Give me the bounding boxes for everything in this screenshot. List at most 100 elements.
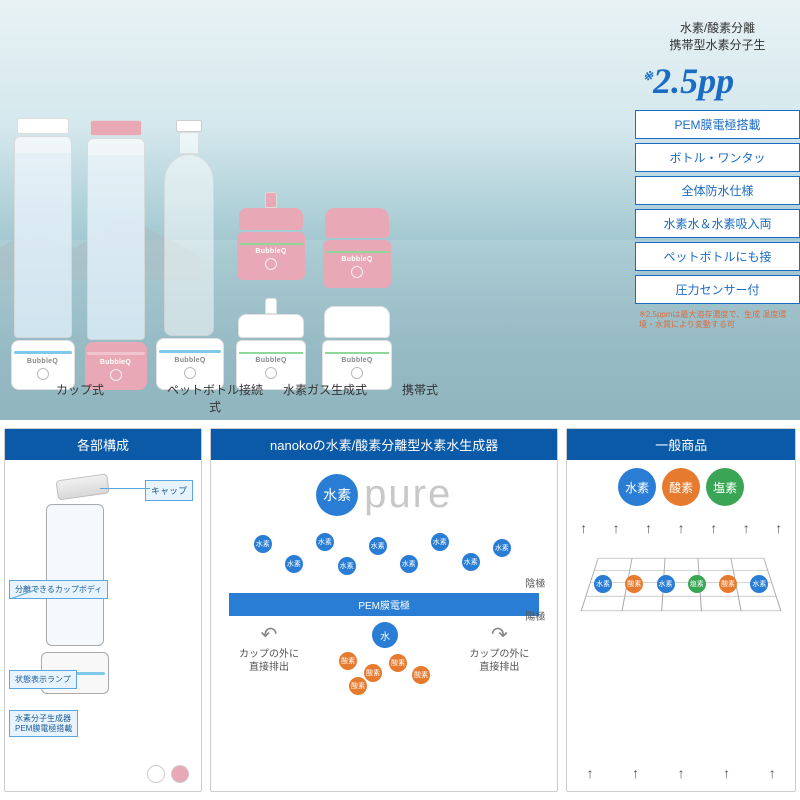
pem-bar: PEM膜電極 — [229, 593, 539, 616]
down-arrows: ↑ ↑ ↑ ↑ ↑ — [567, 765, 795, 781]
spec-value: ※2.5pp — [635, 60, 800, 102]
arrow-up-icon: ↑ — [678, 520, 685, 536]
spec-title: 水素/酸素分離 携帯型水素分子生 — [635, 20, 800, 54]
discharge-text: カップの外に 直接排出 — [469, 649, 529, 673]
arrow-up-icon: ↑ — [632, 765, 639, 781]
callout-lamp: 状態表示ランプ — [9, 670, 77, 689]
unit-nozzle — [265, 298, 277, 314]
molecule-h: 水素 — [594, 575, 612, 593]
label-portable: 携帯式 — [385, 381, 455, 415]
bottle-cap — [17, 118, 69, 134]
molecule-h: 水素 — [369, 537, 387, 555]
brand-label: BubbleQ — [341, 256, 372, 263]
panel-nanoko: nanokoの水素/酸素分離型水素水生成器 水素 pure 水素 水素 水素 水… — [210, 428, 558, 792]
molecule-o: 酸素 — [349, 677, 367, 695]
spec-footnote: ※2.5ppmは最大溶存濃度で、生成 温度環境・水質により変動する可 — [635, 310, 800, 331]
arrow-up-icon: ↑ — [723, 765, 730, 781]
molecule-o: 酸素 — [339, 652, 357, 670]
molecules-bottom: 水 酸素 酸素 酸素 酸素 酸素 — [334, 622, 434, 692]
lower-panels: 各部構成 キャップ 分離できるカップボディ 状態表示ランプ 水素分子生成器 PE… — [0, 420, 800, 800]
arrow-up-icon: ↑ — [743, 520, 750, 536]
callout-generator: 水素分子生成器 PEM膜電極搭載 — [9, 710, 78, 737]
brand-label: BubbleQ — [255, 357, 286, 364]
color-swatches — [147, 765, 189, 783]
cathode-label: 陰極 — [525, 575, 545, 590]
badge-chlorine: 塩素 — [706, 468, 744, 506]
panel-general: 一般商品 水素 酸素 塩素 ↑ ↑ ↑ ↑ ↑ ↑ ↑ — [566, 428, 796, 792]
anode-label: 陽極 — [525, 608, 545, 623]
bottle-cap — [90, 120, 142, 136]
grid-molecules: 水素 酸素 水素 塩素 酸素 水素 — [587, 575, 775, 593]
panel-header: 一般商品 — [567, 429, 795, 460]
panel-header: nanokoの水素/酸素分離型水素水生成器 — [211, 429, 557, 460]
product-cup-white: BubbleQ — [10, 118, 75, 390]
panel-body: 水素 pure 水素 水素 水素 水素 水素 水素 水素 水素 水素 陰極 PE… — [211, 460, 557, 791]
spec-feature: 水素水＆水素吸入両 — [635, 209, 800, 238]
unit-top — [325, 208, 389, 238]
spec-panel: 水素/酸素分離 携帯型水素分子生 ※2.5pp PEM膜電極搭載 ボトル・ワンタ… — [635, 20, 800, 330]
molecule-h: 水素 — [657, 575, 675, 593]
brand-label: BubbleQ — [255, 248, 286, 255]
discharge-text: カップの外に 直接排出 — [239, 649, 299, 673]
badge-oxygen: 酸素 — [662, 468, 700, 506]
arrow-up-icon: ↑ — [645, 520, 652, 536]
badge-hydrogen: 水素 — [618, 468, 656, 506]
panel-parts: 各部構成 キャップ 分離できるカップボディ 状態表示ランプ 水素分子生成器 PE… — [4, 428, 202, 792]
panel-header: 各部構成 — [5, 429, 201, 460]
product-type-labels: カップ式 ペットボトル接続式 水素ガス生成式 携帯式 — [10, 371, 455, 415]
bottle-body — [87, 138, 145, 340]
spec-feature-list: PEM膜電極搭載 ボトル・ワンタッ 全体防水仕様 水素水＆水素吸入両 ペットボト… — [635, 110, 800, 304]
unit-top — [238, 314, 304, 338]
unit-top — [324, 306, 390, 338]
pet-cap — [176, 120, 202, 132]
spec-feature: 圧力センサー付 — [635, 275, 800, 304]
pure-title: 水素 pure — [219, 472, 549, 517]
molecule-cl: 塩素 — [688, 575, 706, 593]
gas-units: BubbleQ BubbleQ — [235, 192, 307, 390]
callout-cap: キャップ — [145, 480, 193, 501]
badge-hydrogen: 水素 — [316, 474, 358, 516]
molecule-h: 水素 — [400, 555, 418, 573]
molecule-h: 水素 — [493, 539, 511, 557]
molecule-o: 酸素 — [719, 575, 737, 593]
product-cup-pink: BubbleQ — [83, 120, 148, 390]
molecule-h: 水素 — [431, 533, 449, 551]
product-gas-pink: BubbleQ — [235, 192, 307, 280]
pet-neck — [179, 132, 199, 154]
spec-feature: PEM膜電極搭載 — [635, 110, 800, 139]
panel-body: 水素 酸素 塩素 ↑ ↑ ↑ ↑ ↑ ↑ ↑ — [567, 460, 795, 791]
arrow-up-icon: ↑ — [580, 520, 587, 536]
molecule-h: 水素 — [750, 575, 768, 593]
up-arrows: ↑ ↑ ↑ ↑ ↑ ↑ ↑ — [567, 520, 795, 536]
molecule-o: 酸素 — [412, 666, 430, 684]
label-pet: ペットボトル接続式 — [165, 381, 265, 415]
hero-section: BubbleQ BubbleQ BubbleQ — [0, 0, 800, 420]
molecule-h: 水素 — [462, 553, 480, 571]
molecule-h: 水素 — [254, 535, 272, 553]
brand-label: BubbleQ — [341, 357, 372, 364]
portable-units: BubbleQ BubbleQ — [321, 208, 393, 390]
swatch-white — [147, 765, 165, 783]
spec-feature: 全体防水仕様 — [635, 176, 800, 205]
callout-line — [100, 488, 150, 489]
product-portable-pink: BubbleQ — [321, 208, 393, 288]
molecule-h: 水素 — [338, 557, 356, 575]
panel-body: キャップ 分離できるカップボディ 状態表示ランプ 水素分子生成器 PEM膜電極搭… — [5, 460, 201, 791]
brand-label: BubbleQ — [100, 359, 131, 366]
arrow-up-icon: ↑ — [587, 765, 594, 781]
arrow-up-icon: ↑ — [769, 765, 776, 781]
molecule-h: 水素 — [285, 555, 303, 573]
diagram-cap — [56, 473, 110, 500]
label-cup: カップ式 — [10, 381, 150, 415]
arrow-icon: ↷ — [491, 624, 508, 646]
diagram-body — [46, 504, 104, 646]
pet-body — [164, 154, 214, 336]
discharge-right: ↷ カップの外に 直接排出 — [469, 622, 529, 692]
molecule-o: 酸素 — [625, 575, 643, 593]
molecules-top: 水素 水素 水素 水素 水素 水素 水素 水素 水素 — [229, 525, 539, 585]
label-gas: 水素ガス生成式 — [280, 381, 370, 415]
brand-label: BubbleQ — [174, 357, 205, 364]
discharge-row: ↶ カップの外に 直接排出 水 酸素 酸素 酸素 酸素 酸素 ↷ カップの外に … — [219, 622, 549, 692]
unit-body: BubbleQ — [237, 232, 305, 280]
bottle-body — [14, 136, 72, 338]
